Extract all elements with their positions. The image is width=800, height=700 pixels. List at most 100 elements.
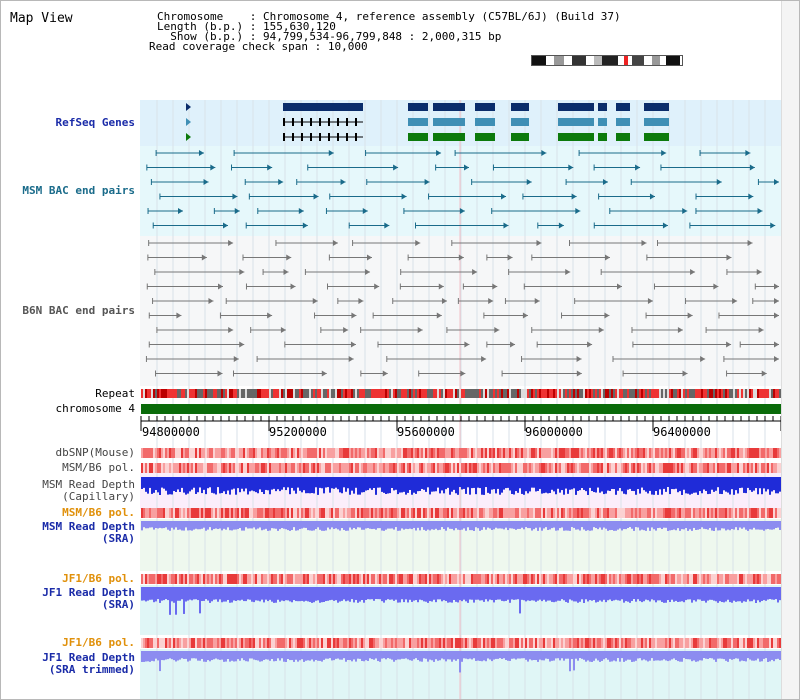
read-depth-bar: [371, 477, 373, 490]
polymorphism-cell: [273, 463, 275, 473]
polymorphism-cell: [445, 463, 447, 473]
polymorphism-cell: [701, 463, 703, 473]
repeat-segment: [595, 389, 597, 398]
read-depth-bar: [473, 477, 475, 488]
read-depth-bar: [305, 477, 307, 494]
repeat-segment: [771, 389, 773, 398]
polymorphism-cell: [251, 448, 253, 458]
repeat-segment: [299, 389, 301, 398]
read-depth-bar: [171, 587, 173, 602]
polymorphism-cell: [385, 508, 387, 518]
polymorphism-cell: [221, 463, 223, 473]
polymorphism-cell: [427, 448, 429, 458]
polymorphism-cell: [457, 508, 459, 518]
read-depth-bar: [711, 521, 713, 531]
polymorphism-cell: [591, 638, 593, 648]
polymorphism-cell: [563, 448, 565, 458]
polymorphism-cell: [283, 448, 285, 458]
read-depth-bar: [499, 521, 501, 529]
polymorphism-cell: [575, 448, 577, 458]
read-depth-bar: [443, 521, 445, 529]
polymorphism-cell: [481, 508, 483, 518]
jf1-read-depth-sra-label: JF1 Read Depth (SRA): [7, 587, 135, 611]
read-depth-bar: [481, 651, 483, 662]
repeat-segment: [509, 389, 511, 398]
polymorphism-cell: [561, 574, 563, 584]
polymorphism-cell: [659, 574, 661, 584]
read-depth-bar: [149, 587, 151, 600]
polymorphism-cell: [625, 448, 627, 458]
polymorphism-cell: [759, 448, 761, 458]
read-depth-bar: [167, 651, 169, 660]
read-depth-bar: [521, 521, 523, 528]
read-depth-bar: [627, 477, 629, 490]
read-depth-bar: [161, 521, 163, 529]
polymorphism-cell: [485, 574, 487, 584]
gene-block: [433, 133, 465, 141]
polymorphism-cell: [343, 638, 345, 648]
read-depth-bar: [761, 521, 763, 530]
repeat-segment: [327, 389, 329, 398]
polymorphism-cell: [629, 463, 631, 473]
polymorphism-cell: [325, 463, 327, 473]
read-depth-bar: [233, 477, 235, 489]
polymorphism-cell: [665, 463, 667, 473]
polymorphism-cell: [377, 448, 379, 458]
chromosome-ideogram[interactable]: [531, 55, 683, 66]
read-depth-bar: [767, 587, 769, 600]
polymorphism-cell: [525, 508, 527, 518]
read-depth-bar: [451, 521, 453, 529]
polymorphism-cell: [771, 508, 773, 518]
polymorphism-cell: [321, 463, 323, 473]
polymorphism-cell: [645, 638, 647, 648]
read-depth-bar: [551, 521, 553, 529]
repeat-segment: [707, 389, 709, 398]
read-depth-bar: [695, 651, 697, 662]
polymorphism-cell: [577, 574, 579, 584]
polymorphism-cell: [443, 574, 445, 584]
polymorphism-cell: [329, 574, 331, 584]
repeat-segment: [185, 389, 187, 398]
repeat-segment: [503, 389, 505, 398]
read-depth-bar: [503, 651, 505, 659]
read-depth-bar: [295, 521, 297, 531]
polymorphism-cell: [713, 448, 715, 458]
polymorphism-cell: [445, 448, 447, 458]
polymorphism-cell: [499, 463, 501, 473]
polymorphism-cell: [695, 463, 697, 473]
polymorphism-cell: [273, 574, 275, 584]
polymorphism-cell: [671, 508, 673, 518]
b6n-bac-pair-arrow: [587, 341, 593, 348]
read-depth-bar: [317, 651, 319, 661]
repeat-segment: [643, 389, 645, 398]
repeat-segment: [259, 389, 261, 398]
polymorphism-cell: [429, 638, 431, 648]
polymorphism-cell: [339, 448, 341, 458]
repeat-segment: [267, 389, 269, 398]
read-depth-bar: [359, 587, 361, 602]
read-depth-bar: [501, 477, 503, 493]
polymorphism-cell: [541, 508, 543, 518]
polymorphism-cell: [175, 448, 177, 458]
polymorphism-cell: [521, 638, 523, 648]
read-depth-bar: [555, 521, 557, 531]
read-depth-bar: [513, 651, 515, 659]
polymorphism-cell: [661, 463, 663, 473]
polymorphism-cell: [623, 574, 625, 584]
read-depth-bar: [543, 521, 545, 529]
polymorphism-cell: [239, 574, 241, 584]
polymorphism-cell: [665, 508, 667, 518]
repeat-segment: [513, 389, 515, 398]
polymorphism-cell: [679, 574, 681, 584]
polymorphism-cell: [705, 448, 707, 458]
polymorphism-cell: [323, 574, 325, 584]
polymorphism-cell: [289, 463, 291, 473]
polymorphism-cell: [277, 508, 279, 518]
polymorphism-cell: [241, 463, 243, 473]
polymorphism-cell: [607, 508, 609, 518]
read-depth-bar: [227, 477, 229, 491]
vertical-scrollbar[interactable]: [781, 1, 799, 699]
polymorphism-cell: [179, 448, 181, 458]
polymorphism-cell: [269, 463, 271, 473]
